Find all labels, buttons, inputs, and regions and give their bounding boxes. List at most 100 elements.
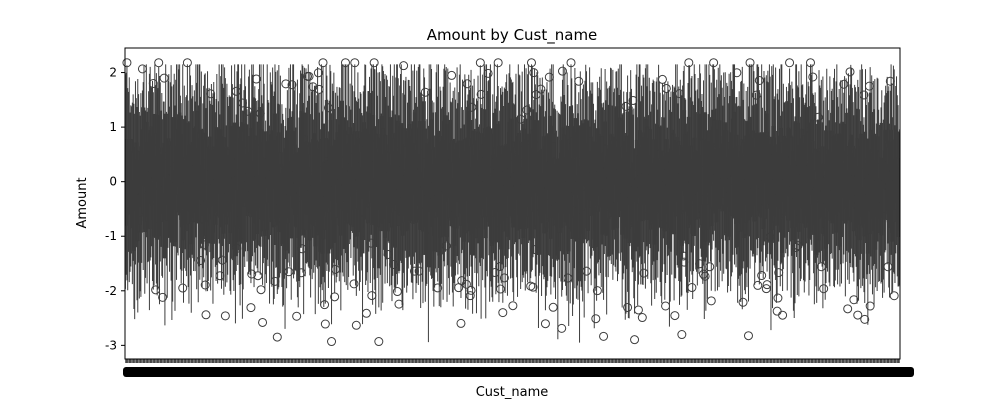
outlier-point <box>366 238 376 248</box>
outlier-point <box>361 308 371 318</box>
outlier-point <box>530 245 540 255</box>
outlier-point <box>154 58 164 68</box>
outlier-point <box>231 86 241 96</box>
outlier-series <box>122 58 899 347</box>
outlier-point <box>215 271 225 281</box>
outlier-point <box>320 300 330 310</box>
y-tick-label: 1 <box>109 120 117 134</box>
outlier-point <box>774 268 784 278</box>
outlier-point <box>732 68 742 78</box>
y-tick-label: -1 <box>105 229 117 243</box>
chart-title: Amount by Cust_name <box>427 26 598 45</box>
outlier-point <box>350 58 360 68</box>
outlier-point <box>270 276 280 286</box>
outlier-point <box>383 249 393 259</box>
outlier-point <box>670 311 680 321</box>
outlier-point <box>677 330 687 340</box>
outlier-point <box>599 331 609 341</box>
outlier-point <box>865 301 875 311</box>
outlier-point <box>281 79 291 89</box>
outlier-point <box>859 90 869 100</box>
outlier-point <box>272 332 282 342</box>
outlier-point <box>540 319 550 329</box>
y-axis: -3 -2 -1 0 1 2 <box>105 66 125 352</box>
outlier-point <box>772 306 782 316</box>
outlier-point <box>853 310 863 320</box>
outlier-point <box>699 269 709 279</box>
outlier-point <box>536 84 546 94</box>
outlier-point <box>327 337 337 347</box>
outlier-point <box>700 271 710 281</box>
outlier-point <box>883 262 893 272</box>
outlier-point <box>475 58 485 68</box>
outlier-point <box>843 304 853 314</box>
outlier-point <box>414 266 424 276</box>
outlier-point <box>462 79 472 89</box>
outlier-point <box>544 72 554 82</box>
outlier-point <box>839 79 849 89</box>
outlier-point <box>526 58 536 68</box>
outlier-point <box>679 257 689 267</box>
outlier-point <box>251 74 261 84</box>
outlier-point <box>709 58 719 68</box>
outlier-point <box>528 282 538 292</box>
outlier-point <box>765 232 775 242</box>
outlier-point <box>409 266 419 276</box>
outlier-point <box>148 79 158 89</box>
outlier-point <box>522 105 532 115</box>
outlier-point <box>753 280 763 290</box>
outlier-point <box>367 291 377 301</box>
outlier-point <box>885 76 895 86</box>
outlier-point <box>819 284 829 294</box>
y-tick-label: 0 <box>109 175 117 189</box>
outlier-point <box>621 101 631 111</box>
outlier-point <box>805 58 815 68</box>
outlier-point <box>630 335 640 345</box>
outlier-point <box>490 268 500 278</box>
outlier-point <box>461 279 471 289</box>
axes-frame <box>124 47 901 360</box>
outlier-point <box>493 58 503 68</box>
outlier-point <box>246 303 256 313</box>
outlier-point <box>394 299 404 309</box>
outlier-point <box>296 268 306 278</box>
outlier-point <box>743 331 753 341</box>
outlier-point <box>284 267 294 277</box>
y-tick-label: 2 <box>109 66 117 80</box>
outlier-point <box>791 242 801 252</box>
outlier-point <box>340 58 350 68</box>
outlier-point <box>762 280 772 290</box>
plot-area <box>122 47 901 360</box>
outlier-point <box>761 284 771 294</box>
outlier-point <box>687 283 697 293</box>
outlier-point <box>399 61 409 71</box>
outlier-point <box>247 269 257 279</box>
outlier-point <box>122 58 132 68</box>
outlier-point <box>751 90 761 100</box>
outlier-point <box>498 308 508 318</box>
outlier-point <box>349 279 359 289</box>
outlier-point <box>623 302 633 312</box>
outlier-point <box>738 297 748 307</box>
outlier-point <box>323 103 333 113</box>
outlier-point <box>137 64 147 74</box>
outlier-point <box>633 305 643 315</box>
outlier-point <box>206 89 216 99</box>
outlier-point <box>757 271 767 281</box>
outlier-point <box>255 108 265 118</box>
outlier-point <box>456 318 466 328</box>
outlier-point <box>695 259 705 269</box>
outlier-point <box>557 66 567 76</box>
outlier-point <box>467 102 477 112</box>
outlier-point <box>563 273 573 283</box>
outlier-point <box>745 58 755 68</box>
box-series <box>125 64 900 343</box>
outlier-point <box>778 310 788 320</box>
outlier-point <box>705 262 715 272</box>
outlier-point <box>557 323 567 333</box>
outlier-point <box>313 68 323 78</box>
outlier-point <box>159 73 169 83</box>
outlier-point <box>860 314 870 324</box>
outlier-point <box>465 291 475 301</box>
